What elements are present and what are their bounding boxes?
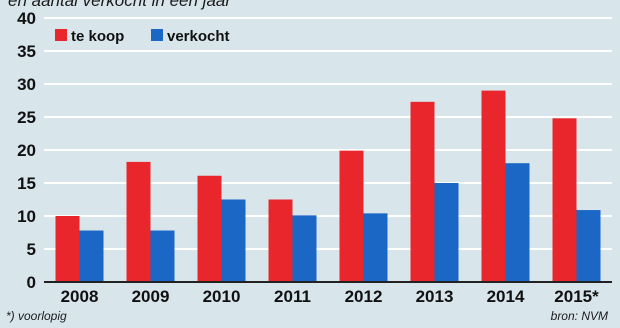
y-tick-label: 20 bbox=[17, 141, 36, 160]
bar-te-koop bbox=[268, 199, 293, 282]
legend: te koop verkocht bbox=[55, 28, 230, 45]
x-tick-label: 2008 bbox=[61, 287, 99, 306]
bar-te-koop bbox=[126, 161, 151, 282]
bar-verkocht bbox=[363, 213, 388, 282]
y-tick-label: 5 bbox=[27, 240, 36, 259]
bars bbox=[55, 90, 601, 282]
y-tick-label: 0 bbox=[27, 273, 36, 292]
x-tick-label: 2015* bbox=[554, 287, 599, 306]
legend-label-te-koop: te koop bbox=[71, 28, 124, 45]
bar-verkocht bbox=[221, 199, 246, 282]
bar-te-koop bbox=[197, 175, 222, 282]
bar-te-koop bbox=[410, 101, 435, 282]
x-tick-label: 2009 bbox=[132, 287, 170, 306]
bar-verkocht bbox=[576, 210, 601, 282]
x-tick-label: 2014 bbox=[487, 287, 525, 306]
y-tick-label: 25 bbox=[17, 108, 36, 127]
x-tick-label: 2011 bbox=[274, 287, 311, 306]
x-axis: 2008 2009 2010 2011 2012 2013 2014 2015* bbox=[61, 287, 600, 306]
y-tick-label: 10 bbox=[17, 207, 36, 226]
y-tick-label: 30 bbox=[17, 75, 36, 94]
source-label: bron: NVM bbox=[550, 309, 608, 323]
x-tick-label: 2010 bbox=[203, 287, 241, 306]
legend-label-verkocht: verkocht bbox=[167, 28, 230, 45]
x-tick-label: 2013 bbox=[416, 287, 454, 306]
y-tick-label: 35 bbox=[17, 42, 36, 61]
x-tick-label: 2012 bbox=[345, 287, 383, 306]
bar-verkocht bbox=[505, 163, 530, 282]
bar-te-koop bbox=[339, 150, 364, 282]
y-tick-label: 15 bbox=[17, 174, 36, 193]
chart-subtitle: en aantal verkocht in een jaar bbox=[8, 0, 232, 10]
bar-te-koop bbox=[55, 216, 80, 282]
legend-swatch-verkocht bbox=[151, 29, 163, 41]
bar-verkocht bbox=[79, 230, 104, 282]
bar-te-koop bbox=[481, 90, 506, 282]
bar-verkocht bbox=[292, 215, 317, 282]
y-tick-label: 40 bbox=[17, 9, 36, 28]
bar-verkocht bbox=[434, 183, 459, 282]
bar-verkocht bbox=[150, 230, 175, 282]
legend-swatch-te-koop bbox=[55, 29, 67, 41]
y-axis: 0 5 10 15 20 25 30 35 40 bbox=[17, 9, 612, 292]
bar-te-koop bbox=[552, 118, 577, 282]
footnote: *) voorlopig bbox=[6, 309, 67, 323]
